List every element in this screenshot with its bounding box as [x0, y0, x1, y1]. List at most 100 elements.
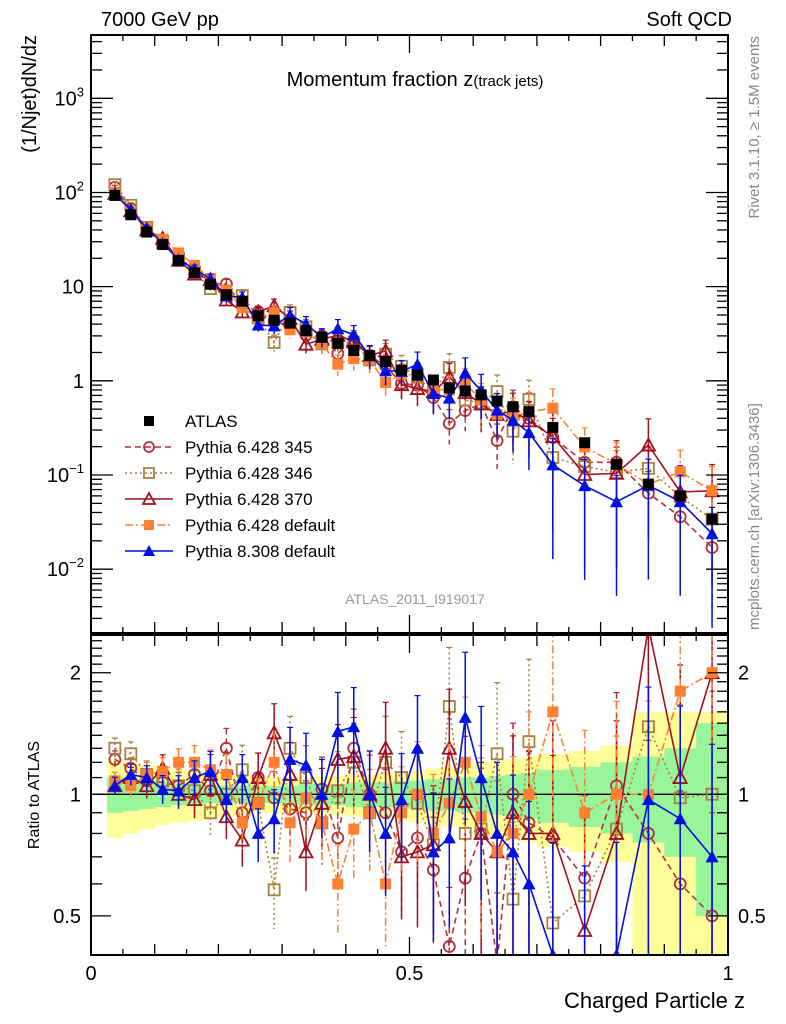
ratio-y-tick-label: 0.5 — [53, 906, 81, 928]
atlas-data-point — [268, 314, 280, 326]
data-point — [610, 495, 624, 508]
x-axis-label: Charged Particle z — [564, 988, 745, 1013]
ratio-data-point — [203, 764, 217, 777]
legend-label: ATLAS — [185, 412, 238, 431]
ratio-data-point — [410, 741, 424, 754]
atlas-data-point — [507, 401, 519, 413]
legend-entry: ATLAS — [144, 412, 238, 431]
ratio-data-point — [393, 848, 410, 864]
atlas-data-point — [173, 254, 185, 266]
atlas-data-point — [204, 278, 216, 290]
data-point — [674, 466, 686, 478]
atlas-data-point — [396, 364, 408, 376]
ratio-y-tick-label-right: 1 — [738, 784, 749, 806]
y-tick-label: 103 — [55, 84, 84, 110]
atlas-data-point — [332, 337, 344, 349]
analysis-watermark: ATLAS_2011_I919017 — [345, 591, 485, 607]
main-y-axis-label: (1/Njet)dN/dz — [19, 35, 41, 153]
ratio-data-point — [219, 741, 233, 755]
legend-marker — [144, 520, 154, 530]
ratio-y-tick-label: 1 — [70, 784, 81, 806]
ratio-data-point — [613, 948, 621, 955]
atlas-data-point — [547, 421, 559, 433]
atlas-data-point — [189, 267, 201, 279]
atlas-data-point — [300, 325, 312, 337]
data-point — [348, 353, 360, 365]
data-point — [546, 458, 560, 471]
atlas-data-point — [252, 310, 264, 322]
legend-marker — [143, 545, 155, 556]
ratio-data-point — [124, 767, 138, 780]
ratio-data-point — [108, 741, 122, 755]
ratio-data-point — [235, 771, 249, 784]
data-point — [547, 402, 559, 414]
atlas-data-point — [348, 344, 360, 356]
ratio-panel-series — [91, 620, 728, 955]
plot-title-main: Momentum fraction z — [287, 69, 474, 91]
ratio-y-axis-label: Ratio to ATLAS — [26, 741, 43, 849]
series-pythia-8-308-default — [108, 186, 719, 628]
y-tick-exponent: 2 — [77, 178, 84, 193]
ratio-data-point — [490, 826, 504, 839]
data-point — [251, 318, 265, 331]
data-point — [442, 391, 456, 404]
data-point — [236, 302, 248, 314]
ratio-data-point — [547, 706, 559, 718]
data-point — [347, 328, 361, 341]
series-atlas — [109, 189, 718, 525]
ratio-data-point — [608, 825, 625, 840]
atlas-data-point — [475, 389, 487, 401]
x-tick-label: 0.5 — [396, 963, 424, 985]
y-tick-exponent: 3 — [77, 84, 84, 99]
atlas-data-point — [316, 331, 328, 343]
ratio-data-point — [299, 758, 313, 771]
x-tick-label: 0 — [85, 963, 96, 985]
atlas-data-point — [459, 385, 471, 397]
ratio-data-point — [363, 787, 377, 800]
y-tick-label: 10−1 — [47, 461, 84, 487]
ratio-data-point — [331, 725, 345, 738]
ratio-data-point — [267, 883, 281, 897]
ratio-data-point — [522, 877, 536, 890]
ratio-data-point — [218, 808, 235, 824]
ratio-data-point — [379, 826, 393, 839]
ratio-data-point — [642, 620, 655, 632]
atlas-data-point — [642, 478, 654, 490]
ratio-data-point — [204, 806, 217, 820]
data-point — [332, 358, 344, 370]
y-tick-label: 10 — [62, 277, 84, 299]
atlas-data-point — [411, 369, 423, 381]
atlas-data-point — [284, 317, 296, 329]
atlas-data-point — [706, 513, 718, 525]
ratio-data-point — [332, 878, 344, 890]
ratio-y-tick-label-right: 2 — [738, 663, 749, 685]
ratio-data-point — [490, 747, 504, 761]
ratio-data-point — [252, 797, 264, 809]
atlas-data-point — [364, 350, 376, 362]
legend-marker — [143, 441, 155, 453]
ratio-data-point — [506, 845, 520, 858]
ratio-data-point — [705, 850, 719, 863]
ratio-y-tick-label: 2 — [70, 663, 81, 685]
mcplots-label: mcplots.cern.ch [arXiv:1306.3436] — [746, 403, 763, 630]
legend-label: Pythia 8.308 default — [185, 542, 336, 561]
ratio-data-point — [188, 771, 202, 784]
ratio-data-point — [347, 720, 361, 733]
data-point — [409, 380, 426, 395]
data-point — [490, 403, 504, 416]
ratio-data-point — [674, 685, 686, 697]
ratio-data-point — [157, 765, 169, 777]
data-point — [426, 386, 440, 399]
legend-label: Pythia 6.428 346 — [185, 464, 313, 483]
legend-label: Pythia 6.428 370 — [185, 490, 313, 509]
legend: ATLAS Pythia 6.428 345 Pythia 6.428 346 Pyt… — [125, 412, 336, 561]
main-panel-series — [106, 178, 721, 628]
data-point — [297, 335, 314, 351]
x-tick-label: 1 — [722, 963, 733, 985]
ratio-data-point — [523, 788, 535, 800]
atlas-data-point — [157, 239, 169, 251]
ratio-data-point — [549, 948, 557, 955]
data-point — [173, 247, 185, 259]
data-point — [267, 336, 281, 349]
